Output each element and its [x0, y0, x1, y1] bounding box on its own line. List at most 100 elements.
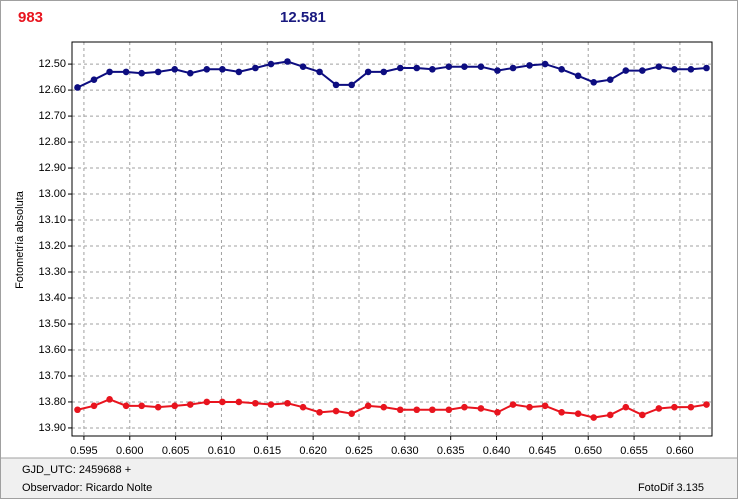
data-point	[477, 405, 485, 412]
data-point	[203, 65, 211, 73]
data-point	[252, 64, 259, 72]
data-point	[171, 65, 178, 73]
data-point	[284, 58, 291, 65]
data-point	[106, 396, 113, 403]
data-point	[348, 81, 355, 89]
y-tick-label: 13.80	[38, 396, 66, 408]
data-point	[429, 65, 436, 73]
x-tick-label: 0.600	[116, 445, 144, 457]
y-tick-label: 13.30	[38, 266, 66, 278]
y-axis-label: Fotometría absoluta	[14, 190, 26, 289]
x-tick-label: 0.645	[529, 445, 557, 457]
data-point	[380, 68, 388, 76]
data-point	[574, 72, 582, 80]
y-tick-label: 12.70	[38, 110, 66, 122]
footer-panel	[1, 458, 737, 498]
y-tick-label: 12.50	[38, 58, 66, 70]
data-point	[74, 406, 81, 414]
x-tick-label: 0.620	[299, 445, 327, 457]
data-point	[622, 67, 630, 74]
data-point	[413, 64, 421, 72]
data-point	[509, 401, 517, 408]
data-point	[316, 409, 323, 416]
series-line	[77, 398, 707, 419]
data-point	[380, 403, 388, 411]
data-point	[558, 65, 565, 73]
data-point	[429, 406, 436, 414]
header-label: 12.581	[280, 9, 326, 26]
y-tick-label: 13.70	[38, 370, 66, 382]
data-point	[219, 65, 226, 73]
data-point	[186, 401, 194, 408]
data-point	[90, 76, 98, 83]
header-label: 983	[18, 9, 43, 26]
data-point	[461, 403, 468, 411]
data-point	[687, 403, 695, 411]
data-point	[106, 68, 113, 76]
data-point	[558, 409, 565, 416]
data-point	[364, 68, 372, 76]
data-point	[655, 63, 663, 70]
data-point	[639, 67, 646, 74]
y-tick-label: 13.20	[38, 240, 66, 252]
data-point	[639, 411, 646, 419]
data-point	[606, 411, 614, 419]
data-point	[299, 63, 307, 70]
y-tick-label: 13.90	[38, 422, 66, 434]
data-point	[90, 402, 98, 410]
data-point	[687, 65, 695, 73]
x-tick-label: 0.605	[162, 445, 190, 457]
data-point	[299, 403, 307, 411]
x-tick-label: 0.650	[574, 445, 602, 457]
data-point	[655, 405, 663, 412]
footer-text: Observador: Ricardo Nolte	[22, 482, 152, 494]
y-tick-label: 13.00	[38, 188, 66, 200]
x-tick-label: 0.625	[345, 445, 373, 457]
data-point	[526, 62, 533, 69]
y-tick-label: 12.80	[38, 136, 66, 148]
data-point	[203, 398, 211, 406]
data-point	[122, 68, 130, 76]
data-point	[445, 406, 453, 414]
data-point	[396, 406, 404, 414]
data-point	[171, 402, 178, 410]
y-tick-label: 12.90	[38, 162, 66, 174]
data-point	[590, 78, 598, 86]
data-point	[138, 69, 145, 77]
data-point	[461, 63, 468, 70]
data-point	[445, 63, 453, 70]
data-point	[284, 399, 291, 407]
data-point	[252, 399, 259, 407]
x-tick-label: 0.595	[70, 445, 98, 457]
data-point	[235, 398, 243, 406]
data-point	[122, 402, 130, 410]
y-tick-label: 13.50	[38, 318, 66, 330]
data-point	[606, 76, 614, 83]
data-point	[154, 68, 162, 76]
data-point	[574, 410, 582, 417]
x-tick-label: 0.660	[666, 445, 694, 457]
footer-text: FotoDif 3.135	[638, 482, 704, 494]
series-line	[77, 60, 707, 89]
y-tick-label: 13.60	[38, 344, 66, 356]
data-point	[219, 398, 226, 406]
data-point	[622, 403, 630, 411]
x-tick-label: 0.630	[391, 445, 419, 457]
x-tick-label: 0.610	[208, 445, 236, 457]
footer-text: GJD_UTC: 2459688 +	[22, 464, 131, 476]
data-point	[364, 402, 372, 410]
data-point	[138, 402, 145, 410]
data-point	[74, 84, 81, 91]
data-point	[494, 67, 501, 74]
data-point	[590, 414, 598, 421]
data-point	[477, 63, 485, 70]
data-point	[396, 64, 404, 72]
data-point	[235, 68, 243, 76]
y-tick-label: 13.40	[38, 292, 66, 304]
data-point	[154, 403, 162, 411]
data-point	[413, 406, 421, 414]
data-point	[332, 81, 340, 89]
x-tick-label: 0.615	[254, 445, 282, 457]
